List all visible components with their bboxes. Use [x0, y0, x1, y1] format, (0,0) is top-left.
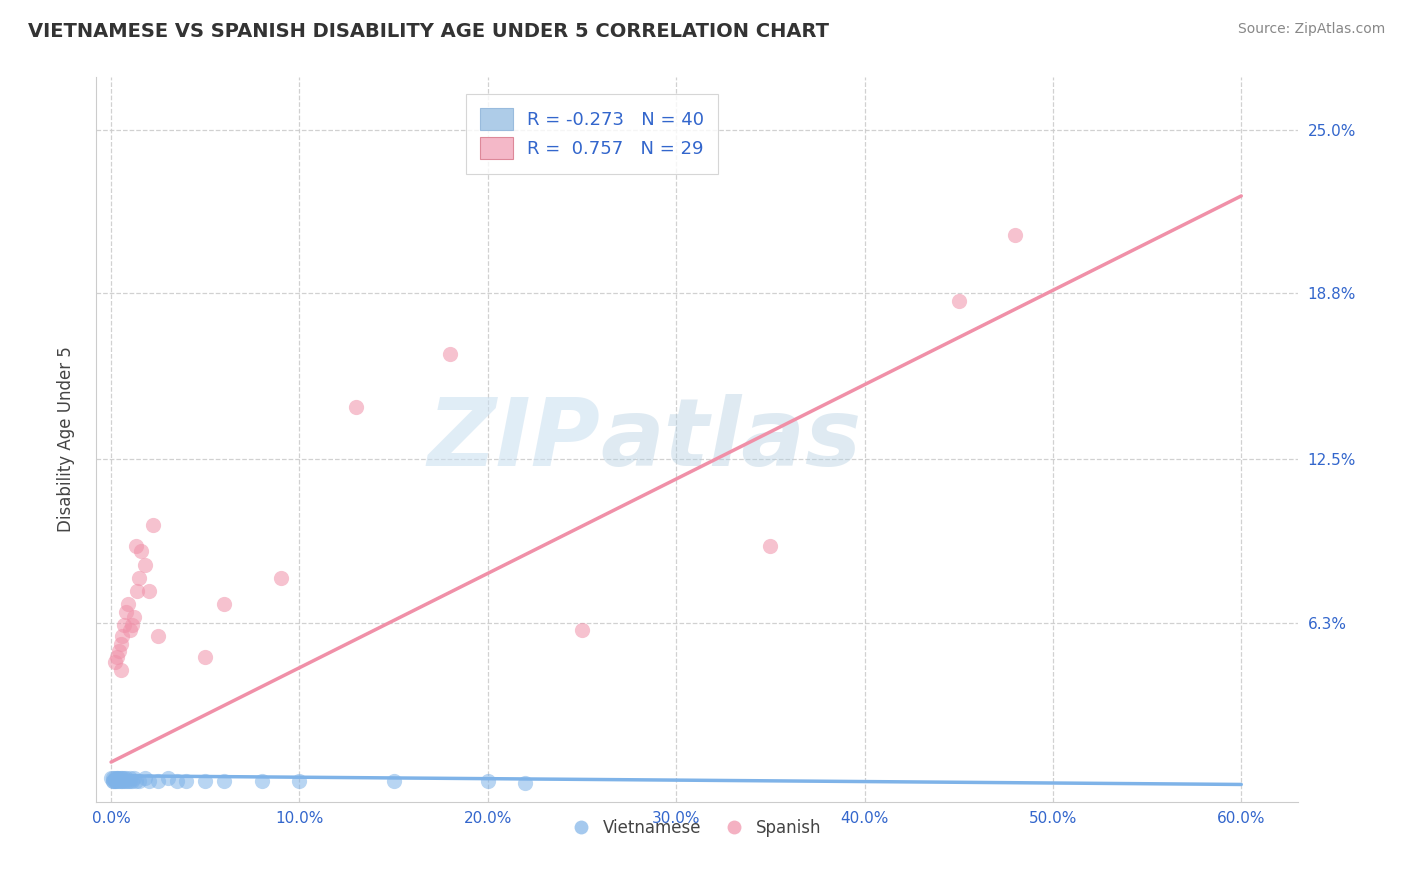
- Point: [124, 539, 146, 553]
- Point: [112, 618, 135, 632]
- Point: [101, 773, 124, 788]
- Point: [107, 771, 129, 785]
- Point: [117, 597, 139, 611]
- Point: [107, 773, 129, 788]
- Point: [110, 773, 132, 788]
- Point: [166, 773, 188, 788]
- Point: [134, 558, 156, 572]
- Point: [111, 771, 134, 785]
- Point: [212, 597, 235, 611]
- Point: [759, 539, 782, 553]
- Point: [141, 518, 163, 533]
- Point: [124, 773, 146, 788]
- Point: [104, 655, 127, 669]
- Point: [105, 771, 128, 785]
- Point: [100, 771, 122, 785]
- Point: [194, 649, 217, 664]
- Point: [138, 773, 160, 788]
- Point: [156, 771, 179, 785]
- Point: [118, 771, 141, 785]
- Point: [948, 294, 970, 309]
- Point: [112, 771, 135, 785]
- Point: [117, 773, 139, 788]
- Point: [115, 773, 138, 788]
- Point: [146, 629, 169, 643]
- Point: [110, 771, 132, 785]
- Point: [1004, 228, 1026, 243]
- Text: Source: ZipAtlas.com: Source: ZipAtlas.com: [1237, 22, 1385, 37]
- Point: [104, 771, 127, 785]
- Point: [104, 773, 127, 788]
- Point: [104, 773, 127, 788]
- Point: [107, 644, 129, 658]
- Point: [194, 773, 217, 788]
- Point: [515, 776, 537, 790]
- Point: [250, 773, 273, 788]
- Point: [122, 610, 145, 624]
- Point: [101, 771, 124, 785]
- Point: [105, 649, 128, 664]
- Point: [122, 771, 145, 785]
- Point: [212, 773, 235, 788]
- Point: [115, 771, 138, 785]
- Point: [382, 773, 405, 788]
- Point: [121, 618, 143, 632]
- Text: ZIP: ZIP: [427, 393, 600, 485]
- Point: [105, 773, 128, 788]
- Point: [111, 629, 134, 643]
- Point: [344, 400, 367, 414]
- Point: [128, 773, 150, 788]
- Point: [127, 583, 149, 598]
- Text: VIETNAMESE VS SPANISH DISABILITY AGE UNDER 5 CORRELATION CHART: VIETNAMESE VS SPANISH DISABILITY AGE UND…: [28, 22, 830, 41]
- Point: [138, 583, 160, 598]
- Point: [111, 773, 134, 788]
- Point: [105, 771, 128, 785]
- Point: [121, 773, 143, 788]
- Point: [128, 571, 150, 585]
- Point: [439, 347, 461, 361]
- Point: [101, 773, 124, 788]
- Point: [571, 624, 593, 638]
- Point: [134, 771, 156, 785]
- Point: [110, 663, 132, 677]
- Point: [118, 773, 141, 788]
- Text: atlas: atlas: [600, 393, 862, 485]
- Legend: Vietnamese, Spanish: Vietnamese, Spanish: [565, 813, 828, 844]
- Point: [118, 624, 141, 638]
- Point: [176, 773, 198, 788]
- Point: [112, 773, 135, 788]
- Y-axis label: Disability Age Under 5: Disability Age Under 5: [58, 347, 75, 533]
- Point: [115, 605, 138, 619]
- Point: [129, 544, 152, 558]
- Point: [270, 571, 292, 585]
- Point: [110, 637, 132, 651]
- Point: [477, 773, 499, 788]
- Point: [288, 773, 311, 788]
- Point: [146, 773, 169, 788]
